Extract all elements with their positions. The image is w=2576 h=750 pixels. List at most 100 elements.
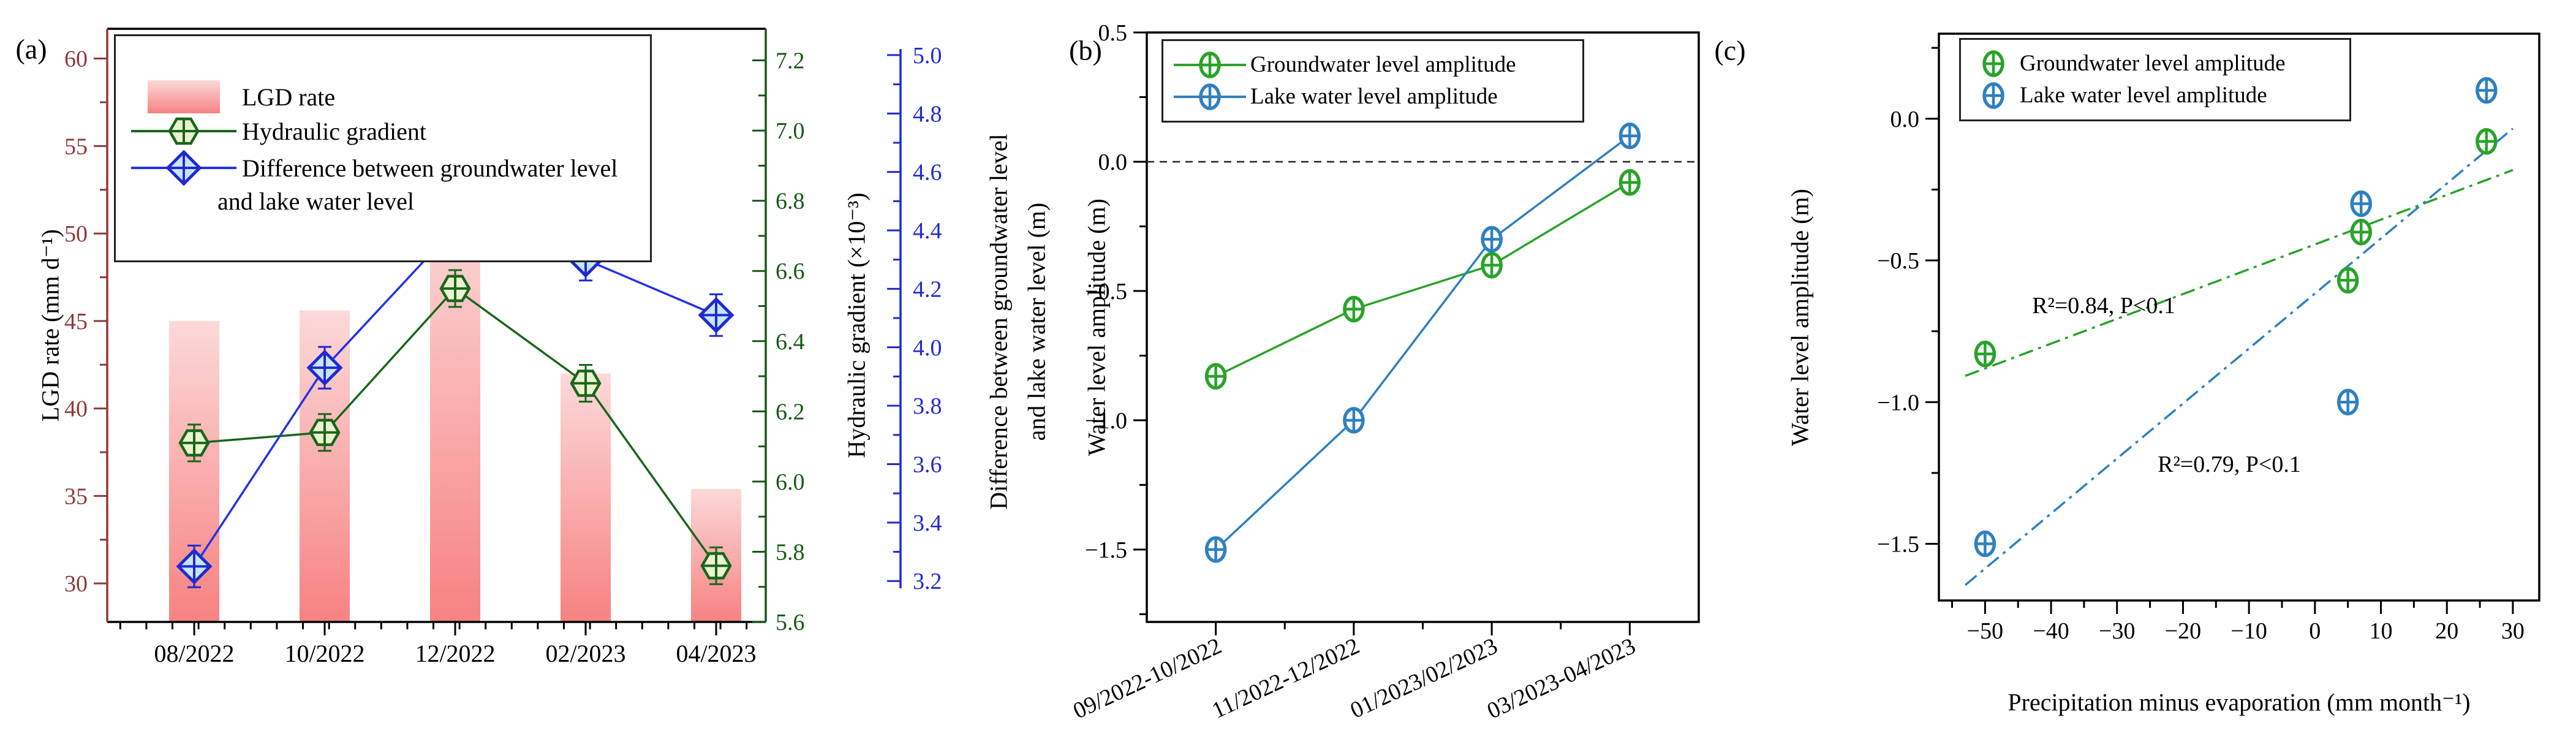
x-tick-label: 30 — [2501, 618, 2525, 644]
legend-row-lake: Lake water level amplitude — [1967, 80, 2343, 112]
green-tick-label: 7.0 — [776, 118, 805, 144]
legend-row-lake: Lake water level amplitude — [1169, 81, 1576, 113]
blue-tick-label: 5.0 — [913, 43, 942, 69]
panel-a-legend: LGD rate Hydraulic gradient Difference b… — [114, 34, 652, 262]
panel-a-x-category-label: 02/2023 — [545, 640, 625, 667]
blue-tick-label: 4.0 — [913, 335, 942, 361]
y-tick-label: −1.0 — [1085, 408, 1127, 434]
panel-c-x-axis-title: Precipitation minus evaporation (mm mont… — [2008, 688, 2471, 716]
x-tick-label: 20 — [2435, 618, 2458, 644]
panel-b-legend: Groundwater level amplitude Lake water l… — [1161, 39, 1584, 123]
x-tick-label: −10 — [2230, 618, 2267, 644]
blue-tick-label: 3.2 — [913, 569, 942, 594]
blue-tick-label: 4.6 — [913, 160, 942, 186]
blue-tick-label: 4.2 — [913, 276, 942, 302]
groundwater-level-amplitude-trend-line — [1965, 169, 2514, 377]
y-tick-label: 0.0 — [1098, 150, 1128, 175]
panel-a-left-axis-title: LGD rate (mm d⁻¹) — [36, 229, 64, 422]
panel-b-x-category-label: 09/2022-10/2022 — [1069, 633, 1225, 724]
panel-c-r2-annotation-blue: R²=0.79, P<0.1 — [2158, 452, 2301, 477]
left-tick-label: 45 — [64, 309, 88, 335]
left-tick-label: 40 — [64, 396, 88, 422]
green-ellipse-marker-icon — [1169, 49, 1250, 81]
y-tick-label: −0.5 — [1085, 279, 1127, 305]
legend-row-lgd-rate: LGD rate — [126, 80, 640, 114]
lgd-rate-swatch-icon — [126, 80, 242, 114]
legend-row-difference: Difference between groundwater level — [126, 149, 640, 187]
left-tick-label: 60 — [64, 47, 88, 72]
panel-a-bar-02/2023 — [561, 373, 611, 621]
left-tick-label: 55 — [64, 134, 88, 159]
left-tick-label: 35 — [64, 483, 88, 509]
blue-tick-label: 3.8 — [913, 393, 942, 419]
panel-a-green-axis-title: Hydraulic gradient (×10⁻³) — [842, 192, 871, 458]
panel-a-x-category-label: 10/2022 — [284, 640, 364, 667]
panel-a-x-category-label: 04/2023 — [676, 640, 756, 667]
x-tick-label: −30 — [2099, 618, 2135, 644]
diamond-marker-icon — [126, 149, 242, 187]
panel-a-blue-axis-title-line2: and lake water level (m) — [1022, 202, 1051, 441]
legend-row-hydraulic-gradient: Hydraulic gradient — [126, 113, 640, 149]
panel-b-x-category-label: 11/2022-12/2022 — [1208, 633, 1364, 724]
x-tick-label: 10 — [2370, 618, 2393, 644]
legend-label: Groundwater level amplitude — [2020, 51, 2286, 77]
left-tick-label: 50 — [64, 221, 88, 247]
green-tick-label: 7.2 — [776, 48, 805, 74]
x-tick-label: −50 — [1967, 618, 2003, 644]
panel-c-y-axis-title: Water level amplitude (m) — [1786, 189, 1814, 446]
panel-b-x-category-label: 03/2023-04/2023 — [1483, 633, 1639, 724]
panel-b-plot: 0.5 0.0 −0.5 −1.0 −1.5 09/2022-10/202211/2022… — [1069, 20, 1700, 724]
legend-label: and lake water level — [217, 188, 414, 216]
legend-label: Hydraulic gradient — [242, 117, 426, 145]
panel-a-x-category-label: 12/2022 — [415, 640, 495, 667]
groundwater-level-amplitude-line — [1215, 181, 1631, 377]
panel-c-r2-annotation-green: R²=0.84, P<0.1 — [2032, 293, 2175, 319]
legend-row-groundwater: Groundwater level amplitude — [1169, 49, 1576, 81]
legend-label: LGD rate — [242, 83, 336, 111]
green-tick-label: 6.8 — [776, 189, 805, 214]
green-ellipse-marker-icon — [1967, 48, 2020, 80]
legend-label: Difference between groundwater level — [242, 154, 618, 182]
y-tick-label: −1.0 — [1877, 390, 1919, 415]
lake-water-level-amplitude-line — [1215, 135, 1631, 551]
x-tick-label: −40 — [2033, 618, 2069, 644]
hexagon-marker-icon — [126, 113, 242, 149]
panel-c-legend: Groundwater level amplitude Lake water l… — [1959, 38, 2351, 121]
x-tick-label: −20 — [2165, 618, 2201, 644]
green-tick-label: 6.2 — [776, 399, 805, 425]
blue-tick-label: 3.6 — [913, 452, 942, 478]
panel-b-x-category-label: 01/2023/02/2023 — [1347, 633, 1501, 724]
blue-tick-label: 4.4 — [913, 218, 942, 244]
legend-label: Groundwater level amplitude — [1250, 52, 1516, 78]
left-tick-label: 30 — [64, 571, 88, 597]
green-tick-label: 5.6 — [776, 610, 805, 635]
y-tick-label: −1.5 — [1877, 532, 1919, 558]
y-tick-label: 0.0 — [1890, 107, 1920, 132]
panel-a-bar-12/2022 — [430, 203, 480, 621]
lake-water-level-amplitude-trend-line — [1964, 127, 2514, 586]
y-tick-label: 0.5 — [1098, 20, 1128, 46]
panel-c-letter: (c) — [1714, 34, 1746, 66]
green-tick-label: 6.4 — [776, 329, 805, 355]
green-tick-label: 6.6 — [776, 259, 805, 284]
panel-a-x-category-label: 08/2022 — [154, 640, 234, 667]
legend-row-groundwater: Groundwater level amplitude — [1967, 48, 2343, 80]
blue-tick-label: 3.4 — [913, 510, 942, 536]
y-tick-label: −1.5 — [1085, 537, 1127, 563]
panel-a-blue-axis-title-line1: Difference between groundwater level — [984, 134, 1013, 510]
panel-a-letter: (a) — [15, 33, 47, 65]
panel-c-plot: 0.0 −0.5 −1.0 −1.5 −50 −40 −30 −20 −10 0 10 20 30 — [1877, 32, 2540, 644]
panel-b-letter: (b) — [1069, 34, 1102, 66]
legend-row-difference-line2: and lake water level — [126, 187, 640, 216]
panel-a-plot: 30 35 40 45 50 55 60 08/2022 10/2022 12/2022 02/20… — [64, 28, 942, 667]
x-tick-label: 0 — [2309, 618, 2321, 644]
blue-ellipse-marker-icon — [1967, 80, 2020, 112]
y-tick-label: −0.5 — [1877, 248, 1919, 274]
legend-label: Lake water level amplitude — [1250, 84, 1498, 110]
panel-c-frame — [1938, 32, 2540, 602]
legend-label: Lake water level amplitude — [2020, 83, 2267, 108]
green-tick-label: 6.0 — [776, 469, 805, 495]
panel-b-y-axis-title: Water level amplitude (m) — [1082, 199, 1111, 456]
